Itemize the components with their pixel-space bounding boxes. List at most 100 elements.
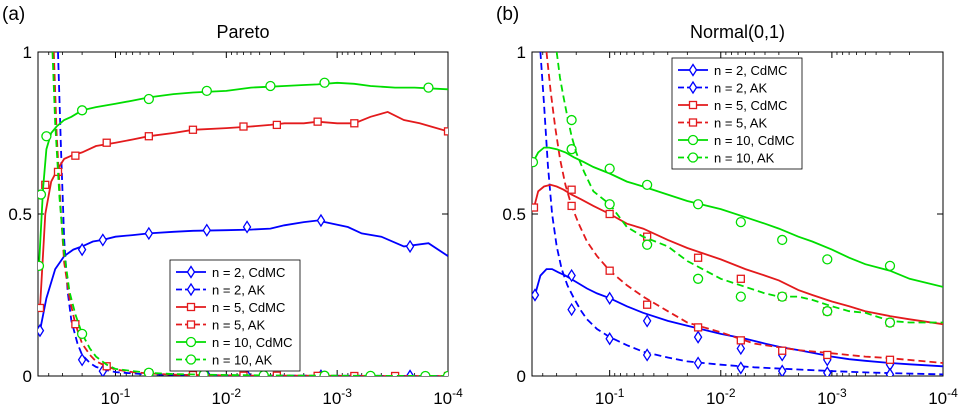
data-point [423, 82, 434, 93]
data-point [38, 189, 47, 200]
legend-label: n = 10, CdMC [212, 335, 293, 350]
data-point [405, 239, 415, 254]
data-point [567, 201, 576, 211]
legend-marker [185, 354, 197, 365]
legend-item: n = 10, AK [678, 151, 775, 166]
data-point [885, 367, 895, 376]
chart-title: Pareto [216, 22, 269, 42]
legend-item: n = 5, AK [678, 116, 767, 131]
legend-marker [687, 134, 699, 146]
series-line [534, 268, 943, 368]
data-point [692, 273, 704, 284]
data-point [566, 144, 577, 155]
data-point [442, 370, 448, 376]
series-line [555, 52, 943, 324]
data-point [77, 353, 87, 367]
data-point [41, 131, 52, 142]
data-point [76, 105, 88, 116]
data-point [365, 370, 376, 376]
x-tick-label: 10-1 [101, 386, 131, 408]
data-point [71, 320, 80, 329]
legend-marker [186, 320, 196, 329]
series-1 [532, 268, 943, 372]
data-point [736, 341, 746, 356]
legend-marker [688, 80, 698, 95]
y-tick-label: 0 [517, 367, 526, 386]
series-2 [539, 52, 943, 376]
y-tick-label: 1 [517, 43, 526, 62]
legend-label: n = 5, CdMC [714, 98, 787, 113]
data-point [735, 291, 746, 302]
data-point [885, 355, 895, 364]
data-point [823, 366, 832, 376]
data-point [605, 209, 614, 219]
data-point [405, 369, 415, 376]
data-point [102, 362, 111, 371]
plot-area [38, 52, 448, 376]
data-point [641, 239, 653, 250]
data-point [71, 151, 80, 160]
data-point [777, 364, 787, 376]
legend-marker [186, 282, 196, 297]
data-point [198, 369, 209, 376]
legend-item: n = 2, CdMC [678, 63, 787, 78]
chart-panel-2: (b) Normal(0,1) 10-1 10-2 10-3 10-4 0 0.5 1 n = 2… [496, 4, 958, 408]
data-point [693, 330, 703, 344]
data-point [350, 371, 359, 376]
legend-marker [185, 336, 197, 348]
series-line [545, 52, 943, 364]
data-point [144, 226, 154, 241]
data-point [693, 323, 703, 332]
legend-item: n = 2, CdMC [176, 265, 285, 280]
chart-title: Normal(0,1) [690, 22, 785, 42]
y-tick-label: 0.5 [502, 205, 526, 224]
x-tick-label: 10-1 [595, 386, 625, 408]
data-point [258, 370, 269, 376]
data-point [693, 253, 703, 262]
data-point [38, 323, 45, 338]
x-tick-label: 10-4 [928, 386, 958, 408]
x-tick-label: 10-2 [706, 386, 736, 408]
panel-label: (a) [2, 4, 25, 25]
legend-label: n = 2, CdMC [714, 63, 787, 78]
data-point [532, 288, 540, 302]
series-line [57, 52, 448, 376]
legend-item: n = 5, CdMC [678, 98, 787, 113]
series-3 [532, 183, 943, 327]
legend-item: n = 2, AK [176, 283, 265, 298]
legend-item: n = 10, CdMC [678, 133, 795, 148]
legend-marker [688, 100, 698, 110]
data-point [567, 268, 576, 283]
data-point [605, 332, 614, 346]
y-tick-label: 0 [23, 367, 32, 386]
data-point [202, 223, 212, 237]
data-point [188, 125, 198, 134]
chart-panel-1: (a) Pareto 10-1 10-2 10-3 10-4 0 0.5 1 n = 2, CdM… [2, 4, 463, 408]
x-tick-label: 10-4 [433, 386, 463, 408]
data-point [735, 216, 746, 228]
legend-item: n = 5, CdMC [176, 300, 285, 315]
y-tick-label: 1 [23, 43, 32, 62]
y-tick-label: 0.5 [8, 205, 32, 224]
data-point [319, 370, 330, 376]
data-point [642, 314, 652, 328]
data-point [38, 303, 45, 313]
data-point [313, 117, 322, 126]
series-line [532, 146, 943, 288]
data-point [102, 138, 111, 147]
legend-item: n = 10, CdMC [176, 335, 293, 350]
data-point [41, 180, 50, 189]
legend: n = 2, CdMC n = 2, AK n = 5, CdMC n = 5, AK… [671, 57, 803, 170]
legend-item: n = 10, AK [176, 353, 273, 368]
data-point [604, 199, 615, 210]
legend-label: n = 2, AK [714, 81, 767, 96]
data-point [777, 234, 788, 246]
data-point [823, 350, 832, 360]
legend-item: n = 5, AK [176, 318, 265, 333]
legend-label: n = 10, AK [714, 151, 775, 166]
data-point [272, 120, 282, 130]
data-point [443, 127, 448, 136]
series-6 [51, 52, 448, 376]
data-point [201, 85, 212, 97]
